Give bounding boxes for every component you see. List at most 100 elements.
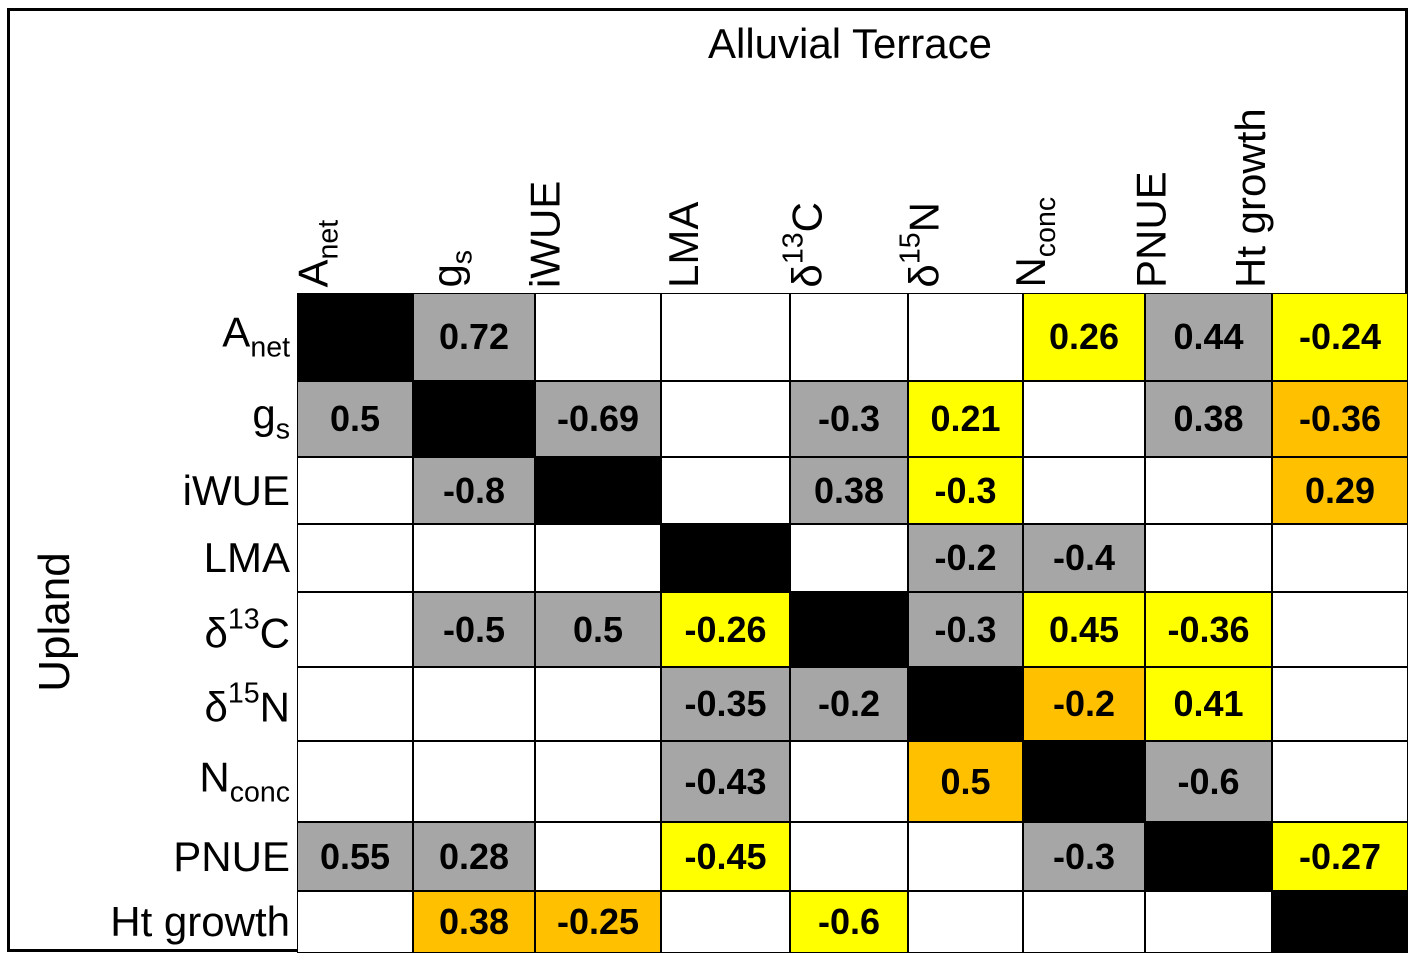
matrix-cell <box>297 524 413 592</box>
matrix-cell <box>1023 891 1145 953</box>
matrix-cell: -0.45 <box>661 822 790 891</box>
col-label-2: iWUE <box>521 180 569 288</box>
matrix-cell <box>1145 524 1272 592</box>
col-label-3: LMA <box>659 201 707 288</box>
row-label-4: δ13C <box>205 605 291 654</box>
matrix-cell <box>535 667 661 741</box>
matrix-cell: 0.45 <box>1023 592 1145 667</box>
matrix-cell <box>790 293 908 381</box>
matrix-cell <box>661 381 790 457</box>
matrix-cell: 0.38 <box>413 891 535 953</box>
label-base: LMA <box>659 201 707 288</box>
matrix-cell <box>413 524 535 592</box>
matrix-cell <box>1145 457 1272 524</box>
matrix-cell <box>790 524 908 592</box>
label-superscript: 13 <box>227 603 260 636</box>
matrix-cell <box>535 822 661 891</box>
label-subscript: s <box>446 250 479 265</box>
matrix-cell <box>297 592 413 667</box>
label-prefix: δ <box>899 264 947 288</box>
matrix-cell: 0.44 <box>1145 293 1272 381</box>
label-base: LMA <box>203 534 290 581</box>
matrix-cell <box>908 891 1023 953</box>
label-base: iWUE <box>182 466 290 514</box>
matrix-cell: -0.3 <box>908 457 1023 524</box>
label-prefix: δ <box>204 683 228 731</box>
label-base: A <box>289 259 337 288</box>
label-subscript: conc <box>229 776 290 809</box>
label-base: A <box>222 308 251 356</box>
matrix-cell <box>535 524 661 592</box>
matrix-cell: -0.27 <box>1272 822 1408 891</box>
label-base: g <box>252 390 276 438</box>
matrix-cell <box>1023 457 1145 524</box>
col-label-5: δ15N <box>894 202 947 289</box>
matrix-cell: -0.36 <box>1145 592 1272 667</box>
matrix-cell: 0.5 <box>535 592 661 667</box>
label-superscript: 13 <box>777 232 810 265</box>
diagonal-cell <box>908 667 1023 741</box>
matrix-cell: -0.36 <box>1272 381 1408 457</box>
matrix-cell: -0.6 <box>1145 741 1272 822</box>
row-label-1: gs <box>252 390 290 446</box>
matrix-cell: -0.5 <box>413 592 535 667</box>
matrix-cell: -0.4 <box>1023 524 1145 592</box>
label-subscript: conc <box>1030 197 1063 258</box>
matrix-cell: -0.2 <box>908 524 1023 592</box>
diagonal-cell <box>1023 741 1145 822</box>
label-base: C <box>259 608 290 656</box>
matrix-cell: 0.28 <box>413 822 535 891</box>
row-axis-title: Upland <box>30 552 79 692</box>
matrix-cell: 0.41 <box>1145 667 1272 741</box>
col-label-6: Nconc <box>1007 197 1063 288</box>
diagonal-cell <box>413 381 535 457</box>
matrix-cell <box>790 741 908 822</box>
matrix-cell: 0.55 <box>297 822 413 891</box>
row-label-0: Anet <box>222 308 290 363</box>
matrix-cell <box>535 741 661 822</box>
label-base: PNUE <box>1127 171 1175 288</box>
matrix-cell: -0.35 <box>661 667 790 741</box>
matrix-cell <box>297 891 413 953</box>
matrix-cell <box>1023 381 1145 457</box>
matrix-cell: -0.69 <box>535 381 661 457</box>
matrix-cell <box>908 293 1023 381</box>
matrix-cell <box>661 891 790 953</box>
matrix-cell: 0.26 <box>1023 293 1145 381</box>
matrix-cell <box>1145 891 1272 953</box>
diagonal-cell <box>1272 891 1408 953</box>
matrix-cell <box>1272 592 1408 667</box>
row-label-2: iWUE <box>182 466 290 514</box>
matrix-cell: -0.6 <box>790 891 908 953</box>
label-base: Ht growth <box>110 898 290 945</box>
matrix-cell: 0.29 <box>1272 457 1408 524</box>
matrix-cell: -0.43 <box>661 741 790 822</box>
diagonal-cell <box>790 592 908 667</box>
matrix-cell: -0.25 <box>535 891 661 953</box>
label-prefix: δ <box>783 264 831 288</box>
diagonal-cell <box>535 457 661 524</box>
matrix-cell <box>908 822 1023 891</box>
label-base: N <box>259 683 290 731</box>
label-base: N <box>199 753 230 801</box>
matrix-cell: -0.24 <box>1272 293 1408 381</box>
matrix-cell: -0.3 <box>1023 822 1145 891</box>
label-base: C <box>783 202 831 233</box>
matrix-cell <box>297 741 413 822</box>
matrix-cell: -0.26 <box>661 592 790 667</box>
label-subscript: s <box>275 413 290 446</box>
matrix-cell: -0.3 <box>790 381 908 457</box>
matrix-cell: 0.72 <box>413 293 535 381</box>
matrix-cell: -0.2 <box>790 667 908 741</box>
label-base: Ht growth <box>1227 108 1275 288</box>
col-label-4: δ13C <box>777 202 831 289</box>
matrix-cell <box>790 822 908 891</box>
label-prefix: δ <box>204 608 228 656</box>
row-label-3: LMA <box>204 537 290 579</box>
label-base: iWUE <box>521 180 569 288</box>
matrix-cell: -0.3 <box>908 592 1023 667</box>
label-base: g <box>423 264 471 288</box>
matrix-cell <box>1272 524 1408 592</box>
label-base: N <box>899 202 947 233</box>
row-label-7: PNUE <box>173 835 290 878</box>
